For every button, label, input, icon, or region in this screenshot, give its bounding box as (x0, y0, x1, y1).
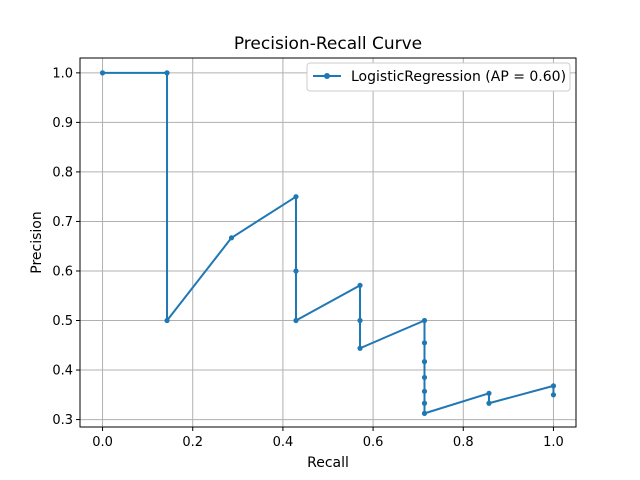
axis-ticks: 0.0 0.2 0.4 0.6 0.8 1.0 0.3 0.4 0.5 0.6 0.7 0.8 0.9 1… (52, 66, 563, 450)
legend-marker (324, 73, 330, 79)
data-point (293, 194, 299, 200)
series-group (99, 70, 557, 416)
data-point (550, 392, 557, 398)
legend: LogisticRegression (AP = 0.60) (306, 62, 571, 92)
data-point (164, 70, 170, 76)
data-point (293, 317, 299, 324)
y-axis-label: Precision (29, 211, 45, 273)
plot-area-frame (79, 57, 577, 428)
data-point (421, 388, 428, 394)
legend-label: LogisticRegression (AP = 0.60) (351, 69, 566, 85)
x-tick-label: 0.0 (92, 435, 113, 450)
chart-title: Precision-Recall Curve (234, 34, 422, 54)
data-point (228, 235, 235, 241)
y-tick-label: 0.5 (52, 314, 73, 329)
y-tick-label: 0.6 (52, 264, 73, 279)
x-tick-label: 1.0 (543, 435, 564, 450)
x-tick-label: 0.8 (453, 435, 474, 450)
data-point (293, 268, 299, 274)
data-point (421, 400, 428, 406)
y-tick-label: 0.7 (52, 215, 73, 230)
x-tick-label: 0.6 (363, 435, 384, 450)
x-tick-label: 0.4 (273, 435, 294, 450)
data-point (357, 345, 363, 351)
x-axis-label: Recall (307, 455, 349, 471)
data-point (421, 374, 428, 381)
data-point (164, 317, 170, 324)
y-tick-label: 0.3 (52, 413, 73, 428)
data-point (550, 383, 557, 389)
data-point (421, 410, 428, 416)
data-point (421, 317, 428, 324)
y-tick-label: 0.4 (52, 364, 73, 379)
data-point (357, 317, 363, 324)
y-tick-label: 0.9 (52, 116, 73, 131)
data-point (357, 282, 363, 288)
y-tick-label: 1.0 (52, 66, 73, 81)
data-point (99, 70, 106, 76)
data-point (421, 359, 428, 365)
data-point (486, 400, 492, 406)
legend-box (306, 62, 571, 92)
data-point (486, 390, 492, 396)
y-tick-label: 0.8 (52, 165, 73, 180)
data-point (421, 340, 428, 346)
x-tick-label: 0.2 (182, 435, 203, 450)
